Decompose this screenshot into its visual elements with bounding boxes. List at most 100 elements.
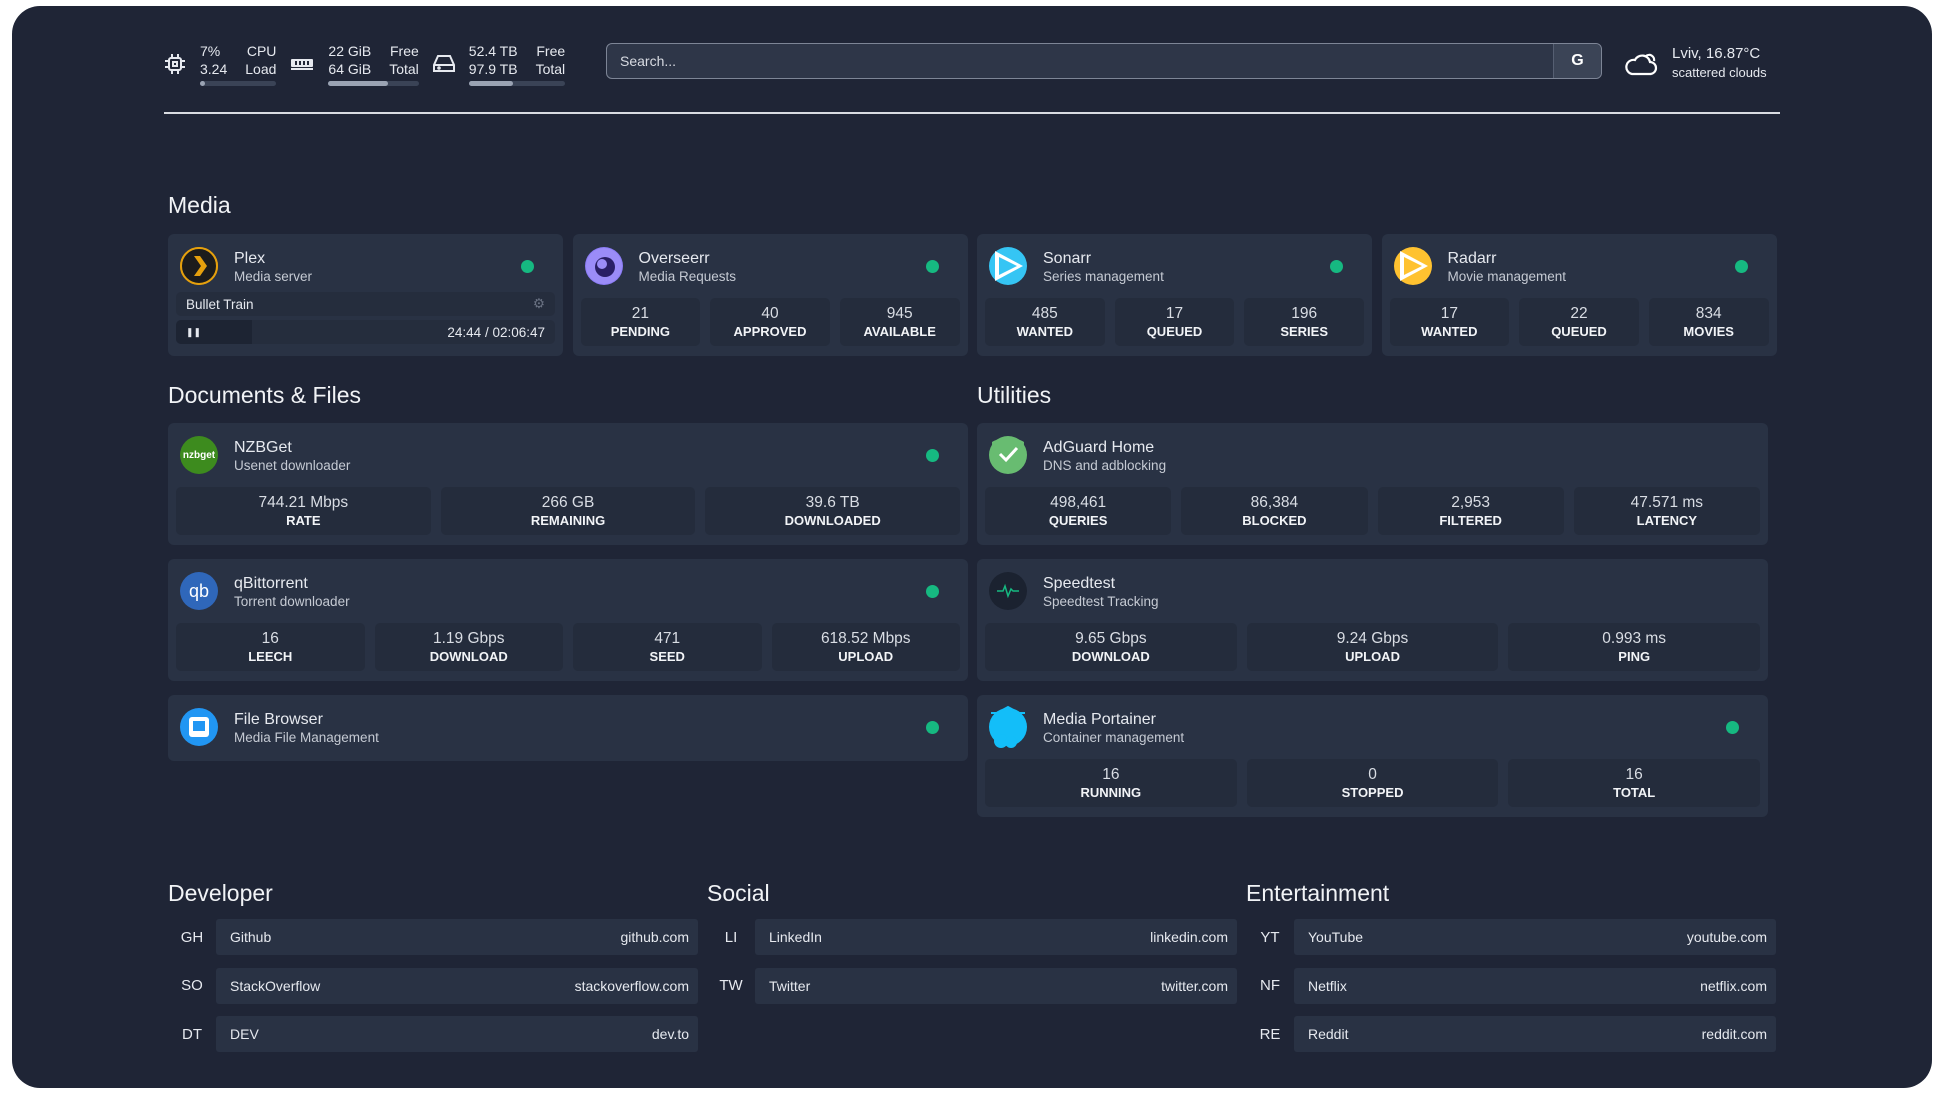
service-description: Speedtest Tracking <box>1043 593 1159 609</box>
bookmark-youtube[interactable]: YT YouTube youtube.com <box>1246 919 1776 955</box>
cpu-load: 3.24 <box>200 61 228 77</box>
status-indicator <box>1734 259 1748 273</box>
section-title-social: Social <box>707 880 770 906</box>
section-title-utilities: Utilities <box>977 382 1052 408</box>
card-header: Overseerr Media Requests <box>573 234 968 298</box>
now-playing-title-row: Bullet Train ⚙ <box>176 292 555 316</box>
settings-icon[interactable]: ⚙ <box>532 296 545 311</box>
plex-icon <box>180 247 218 285</box>
bookmark-link[interactable]: YouTube youtube.com <box>1294 919 1776 955</box>
bookmark-link[interactable]: Twitter twitter.com <box>755 967 1237 1004</box>
bookmark-stackoverflow[interactable]: SO StackOverflow stackoverflow.com <box>168 967 698 1004</box>
service-name: File Browser <box>234 710 323 728</box>
stat-downloaded: 39.6 TB DOWNLOADED <box>705 487 961 535</box>
service-name: AdGuard Home <box>1043 438 1155 456</box>
bookmark-linkedin[interactable]: LI LinkedIn linkedin.com <box>707 919 1237 955</box>
stat-value: 196 <box>1291 305 1318 322</box>
now-playing-title: Bullet Train <box>186 296 254 312</box>
status-indicator <box>926 720 939 734</box>
service-description: Torrent downloader <box>234 593 350 609</box>
cpu-icon <box>165 54 185 74</box>
stat-ping: 0.993 ms PING <box>1508 623 1761 671</box>
service-card-adguard-home[interactable]: AdGuard Home DNS and adblocking 498,461 QUE… <box>977 423 1768 545</box>
stat-latency: 47.571 ms LATENCY <box>1573 487 1760 535</box>
service-card-sonarr[interactable]: Sonarr Series management 485 WANTED 17 QUEUED… <box>977 234 1372 356</box>
service-card-file-browser[interactable]: File Browser Media File Management <box>168 695 968 761</box>
bookmark-github[interactable]: GH Github github.com <box>168 919 698 955</box>
section-title-entertainment: Entertainment <box>1246 880 1390 906</box>
stat-label: DOWNLOAD <box>429 649 508 664</box>
stat-wanted: 17 WANTED <box>1389 298 1510 346</box>
service-card-radarr[interactable]: Radarr Movie management 17 WANTED 22 QUEUED 83… <box>1381 234 1777 356</box>
disk-free: 52.4 TB <box>468 43 518 59</box>
stat-value: 485 <box>1031 305 1058 322</box>
bookmark-link[interactable]: LinkedIn linkedin.com <box>755 919 1237 955</box>
stat-label: WANTED <box>1016 324 1073 339</box>
cpu-label: CPU <box>246 43 277 59</box>
search-engine-button[interactable]: G <box>1553 44 1601 78</box>
bookmark-name: DEV <box>230 1026 259 1042</box>
search-input[interactable] <box>607 44 1553 78</box>
bookmark-url: stackoverflow.com <box>574 977 689 994</box>
pause-icon[interactable]: ❚❚ <box>186 326 202 337</box>
service-description: Movie management <box>1447 268 1567 284</box>
stats-row: 16 LEECH 1.19 Gbps DOWNLOAD 471 SEED 618.52 Mb… <box>168 623 968 671</box>
bookmark-name: Reddit <box>1308 1026 1349 1042</box>
card-header: Sonarr Series management <box>977 234 1372 298</box>
service-description: Usenet downloader <box>234 457 351 473</box>
bookmark-netflix[interactable]: NF Netflix netflix.com <box>1246 967 1776 1004</box>
bookmark-url: youtube.com <box>1686 929 1767 945</box>
stat-label: QUERIES <box>1048 513 1108 528</box>
stat-value: 9.24 Gbps <box>1336 630 1409 647</box>
usage-fill <box>328 81 389 86</box>
weather-condition: scattered clouds <box>1672 65 1767 80</box>
service-description: Media server <box>234 268 313 284</box>
card-header: File Browser Media File Management <box>168 695 968 759</box>
stat-label: RATE <box>286 513 321 528</box>
bookmark-link[interactable]: DEV dev.to <box>216 1016 698 1052</box>
stat-download: 1.19 Gbps DOWNLOAD <box>374 623 563 671</box>
bookmark-reddit[interactable]: RE Reddit reddit.com <box>1246 1016 1776 1052</box>
bookmark-dev[interactable]: DT DEV dev.to <box>168 1016 698 1052</box>
service-card-media-portainer[interactable]: Media Portainer Container management 16 RUN… <box>977 695 1768 817</box>
total-label: Total <box>389 61 419 77</box>
bookmark-link[interactable]: StackOverflow stackoverflow.com <box>216 967 698 1004</box>
service-card-speedtest[interactable]: Speedtest Speedtest Tracking 9.65 Gbps DOWN… <box>977 559 1768 681</box>
bookmark-name: Github <box>230 929 272 945</box>
radarr-icon <box>1393 247 1432 285</box>
stat-label: APPROVED <box>733 324 807 339</box>
weather-location: Lviv, 16.87°C <box>1672 45 1761 62</box>
load-label: Load <box>245 61 277 77</box>
card-header: qb qBittorrent Torrent downloader <box>168 559 968 623</box>
stat-value: 1.19 Gbps <box>432 630 505 647</box>
stat-value: 266 GB <box>541 494 595 511</box>
card-header: Speedtest Speedtest Tracking <box>977 559 1768 623</box>
bookmark-twitter[interactable]: TW Twitter twitter.com <box>707 967 1237 1004</box>
disk-icon <box>432 55 455 72</box>
bookmark-link[interactable]: Netflix netflix.com <box>1294 967 1776 1004</box>
stat-label: UPLOAD <box>838 649 894 664</box>
memory-widget: 22 GiB Free 64 GiB Total <box>290 42 419 86</box>
bookmark-url: dev.to <box>651 1026 689 1042</box>
header-divider <box>164 112 1780 114</box>
memory-icon <box>291 59 314 70</box>
stat-value: 17 <box>1165 305 1184 322</box>
system-stats: 7% CPU 3.24 Load 22 GiB Free 64 GiB Total 52.4… <box>164 40 579 88</box>
service-card-nzbget[interactable]: nzbget NZBGet Usenet downloader 744.21 Mbps… <box>168 423 968 545</box>
service-card-qbittorrent[interactable]: qb qBittorrent Torrent downloader 16 LEECH 1.… <box>168 559 968 681</box>
stat-value: 744.21 Mbps <box>258 494 349 511</box>
portainer-icon <box>989 705 1027 748</box>
stats-row: 16 RUNNING 0 STOPPED 16 TOTAL <box>977 759 1768 807</box>
service-card-overseerr[interactable]: Overseerr Media Requests 21 PENDING 40 APPROV… <box>572 234 968 356</box>
stat-value: 618.52 Mbps <box>820 630 911 647</box>
stat-blocked: 86,384 BLOCKED <box>1181 487 1368 535</box>
service-card-plex[interactable]: Plex Media server Bullet Train ⚙ ❚❚ 24:44 / 0… <box>168 234 563 356</box>
bookmark-link[interactable]: Reddit reddit.com <box>1294 1016 1776 1052</box>
stat-value: 945 <box>886 305 913 322</box>
bookmark-link[interactable]: Github github.com <box>216 919 698 955</box>
stats-row: 744.21 Mbps RATE 266 GB REMAINING 39.6 TB DOW… <box>168 487 968 535</box>
stat-remaining: 266 GB REMAINING <box>440 487 696 535</box>
stat-label: LATENCY <box>1636 513 1698 528</box>
bookmark-name: Twitter <box>769 977 811 994</box>
stats-row: 498,461 QUERIES 86,384 BLOCKED 2,953 FILTERED… <box>977 487 1768 535</box>
